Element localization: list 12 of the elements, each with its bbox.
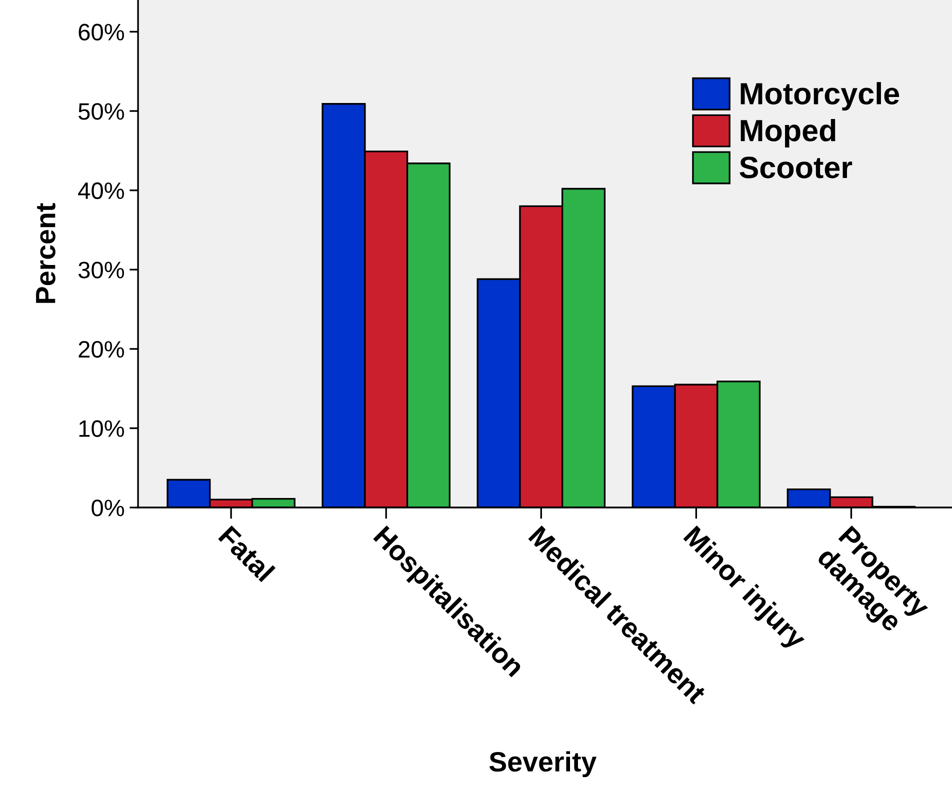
y-axis-title: Percent: [36, 203, 56, 303]
y-tick-label: 0%: [92, 500, 124, 516]
legend-label: Motorcycle: [740, 82, 900, 111]
y-tick-label: 20%: [78, 340, 124, 358]
y-tick-label: 30%: [78, 262, 124, 278]
y-tick-label: 60%: [78, 24, 124, 41]
y-tick-label: 40%: [78, 182, 124, 200]
y-tick-label: 50%: [78, 103, 124, 120]
legend-label: Moped: [740, 118, 836, 148]
x-axis-title: Severity: [489, 751, 597, 778]
y-tick-label: 10%: [79, 420, 124, 438]
legend-label: Scooter: [740, 156, 852, 178]
